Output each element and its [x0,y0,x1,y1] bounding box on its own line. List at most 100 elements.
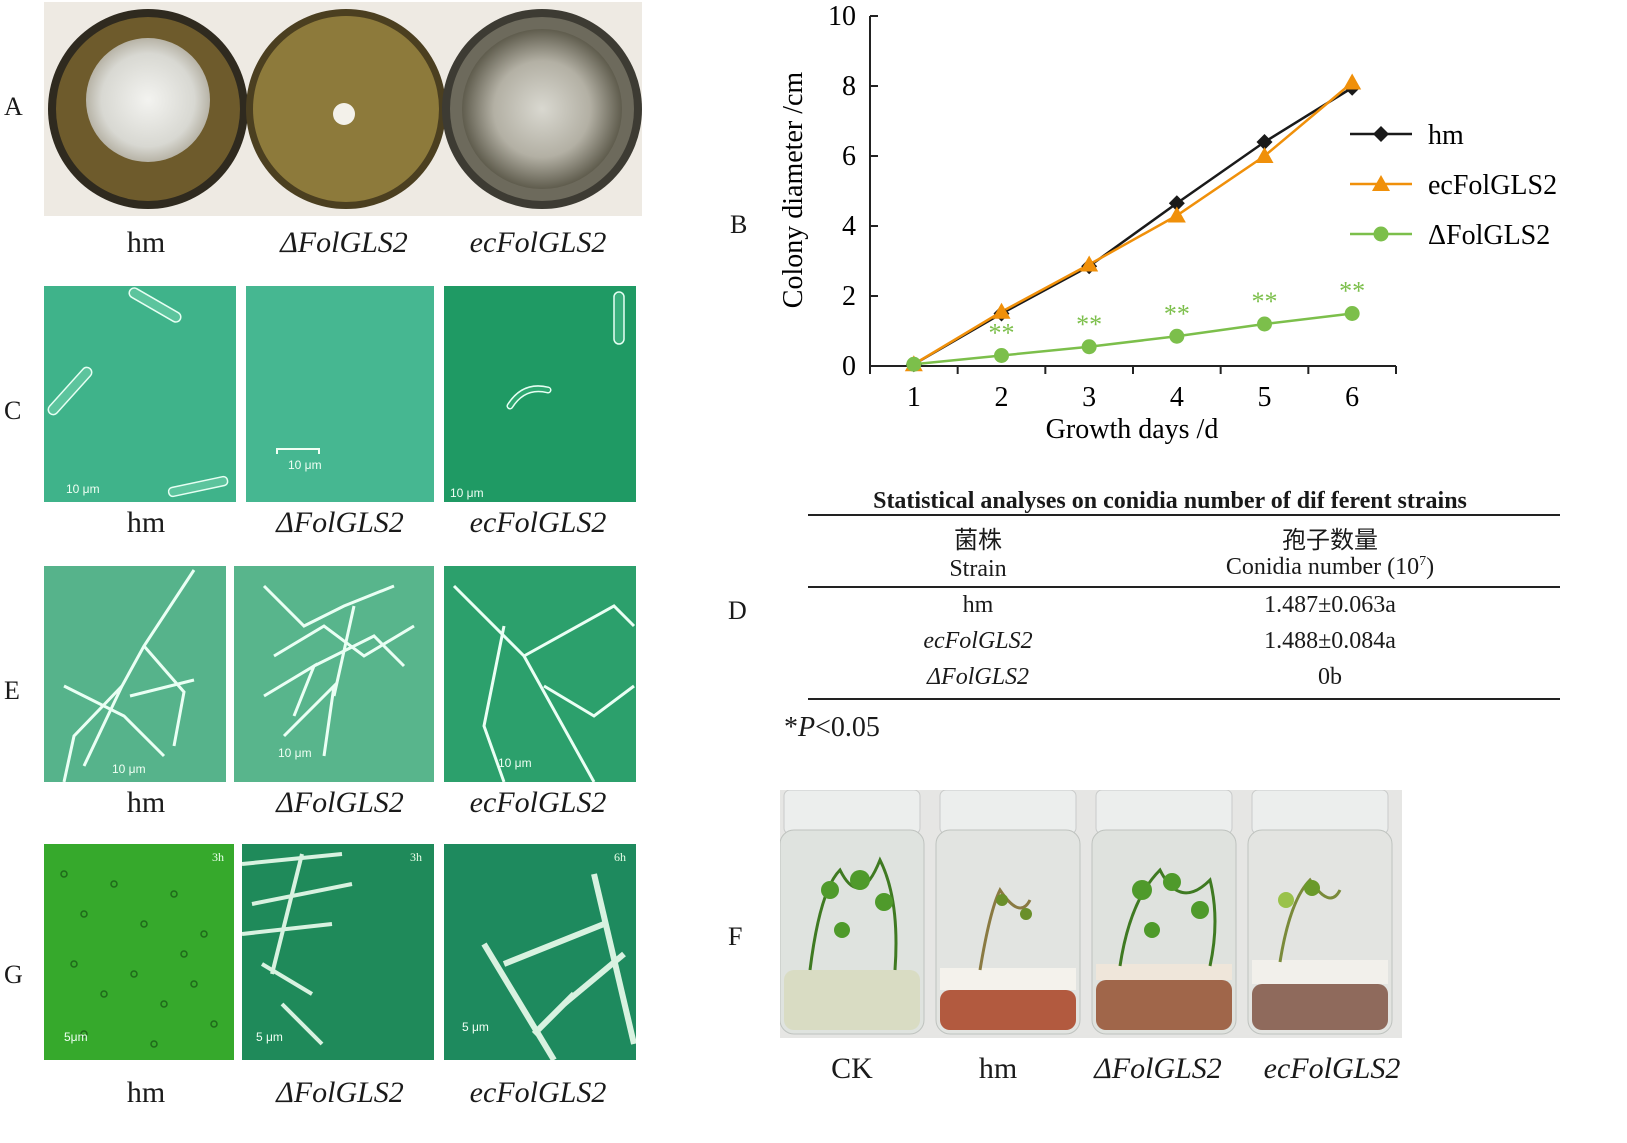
chart-x-tick-label: 3 [1082,382,1096,413]
chart-point-2 [1257,316,1272,332]
chart-point-2 [906,356,922,372]
caption-f-hm: hm [978,1052,1018,1085]
chart-y-tick-label: 4 [842,211,856,242]
caption-a-ec: ecFolGLS2 [469,226,607,259]
chart-significance-label: ** [1339,277,1365,306]
chart-x-axis-label: Growth days /d [1046,414,1219,445]
chart-significance-label: ** [1164,299,1190,328]
micrograph-c-delta: 10 μm [246,286,434,502]
table-note: *P<0.05 [784,712,880,744]
chart-point-0 [1168,195,1185,212]
chart-x-tick-label: 6 [1345,382,1359,413]
table-title: Statistical analyses on conidia number o… [873,488,1467,514]
chart-point-1 [1343,73,1362,90]
caption-g-hm: hm [126,1076,166,1109]
jar-ec [1247,790,1393,1035]
table-header-strain-cn: 菌株 [954,528,1002,554]
chart-x-tick-label: 2 [995,382,1009,413]
legend-label-0: hm [1428,120,1464,151]
scalebar-c-hm: 10 μm [66,482,100,496]
caption-a-hm: hm [126,226,166,259]
caption-g-ec: ecFolGLS2 [469,1076,607,1109]
scalebar-g-hm: 5μm [64,1030,88,1044]
caption-e-ec: ecFolGLS2 [469,786,607,819]
chart-y-tick-label: 6 [842,141,856,172]
chart-significance-label: ** [1252,287,1278,316]
panel-letter-f: F [728,922,743,951]
jar-delta [1091,790,1237,1035]
caption-f-ck: CK [831,1052,873,1085]
panel-letter-b: B [730,210,748,239]
chart-x-tick-label: 5 [1258,382,1272,413]
chart-point-2 [1344,306,1360,321]
scalebar-e-hm: 10 μm [112,762,146,776]
chart-y-axis-label: Colony diameter /cm [778,72,809,309]
chart-point-1 [1255,147,1274,163]
chart-point-2 [1169,328,1185,344]
table-note-p: P [798,712,816,743]
table-header-rule [808,586,1560,588]
chart-point-1 [1080,255,1099,272]
panel-letter-a: A [4,92,23,121]
legend-label-2: ΔFolGLS2 [1428,220,1550,251]
scalebar-e-ec: 10 μm [498,756,532,770]
scalebar-c-ec: 10 μm [450,486,484,500]
micrograph-g-hm: 3h 5μm [44,844,234,1060]
chart-series-line-1 [913,81,1353,366]
table-row-1-value: 1.487±0.063a [1264,592,1396,618]
caption-c-hm: hm [126,506,166,539]
micrograph-g-delta: 3h 5 μm [242,844,434,1060]
jar-ck [780,790,925,1035]
table-row-2-strain: ecFolGLS2 [923,628,1033,654]
legend-marker-2 [1373,226,1389,242]
chart-y-tick-label: 0 [842,351,856,382]
chart-point-1 [1167,206,1186,223]
legend-label-1: ecFolGLS2 [1428,170,1557,201]
table-row-2-value: 1.488±0.084a [1264,628,1396,654]
table-header-conidia-cn: 孢子数量 [1282,528,1378,554]
chart-series-line-0 [913,86,1353,366]
table-top-rule [808,514,1560,516]
table-header-conidia-en-post: ) [1426,554,1435,580]
chart-series-line-2 [913,312,1353,366]
panel-letter-g: G [4,960,23,989]
table-note-star: * [784,712,798,743]
chart-y-tick-label: 10 [828,1,856,32]
chart-point-0 [1256,134,1273,150]
table-header-conidia-en-sup: 7 [1419,554,1427,569]
chart-significance-label: ** [989,319,1015,348]
chart-point-1 [992,302,1011,319]
petri-dishes-drawing [48,9,642,209]
petri-dish-photo [44,2,642,216]
chart-x-tick-label: 1 [907,382,921,413]
caption-f-ec: ecFolGLS2 [1263,1052,1401,1085]
caption-e-hm: hm [126,786,166,819]
time-label-g-ec: 6h [614,850,626,864]
scalebar-g-delta: 5 μm [256,1030,283,1044]
caption-c-ec: ecFolGLS2 [469,506,607,539]
table-header-strain-en: Strain [949,556,1007,582]
chart-y-tick-label: 8 [842,71,856,102]
table-bottom-rule [808,698,1560,700]
time-label-g-delta: 3h [410,850,422,864]
panel-letter-c: C [4,396,22,425]
scalebar-e-delta: 10 μm [278,746,312,760]
table-header-conidia-en-pre: Conidia number (10 [1225,554,1420,580]
caption-a-delta: ΔFolGLS2 [280,226,408,259]
plant-jar-photo [780,790,1402,1038]
table-header-conidia-en: Conidia number (107) [1180,554,1480,581]
chart-y-tick-label: 2 [842,281,856,312]
micrograph-c-hm: 10 μm [44,286,236,502]
micrograph-g-ec: 6h 5 μm [444,844,636,1060]
table-row-3-strain: ΔFolGLS2 [926,664,1030,690]
caption-g-delta: ΔFolGLS2 [276,1076,404,1109]
legend-marker-1 [1372,175,1390,191]
plant-jars-drawing [780,790,1393,1035]
chart-x-tick-label: 4 [1170,382,1184,413]
time-label-g-hm: 3h [212,850,224,864]
jar-hm [935,790,1081,1035]
scalebar-c-delta: 10 μm [288,458,322,472]
caption-c-delta: ΔFolGLS2 [276,506,404,539]
panel-letter-d: D [728,596,747,625]
